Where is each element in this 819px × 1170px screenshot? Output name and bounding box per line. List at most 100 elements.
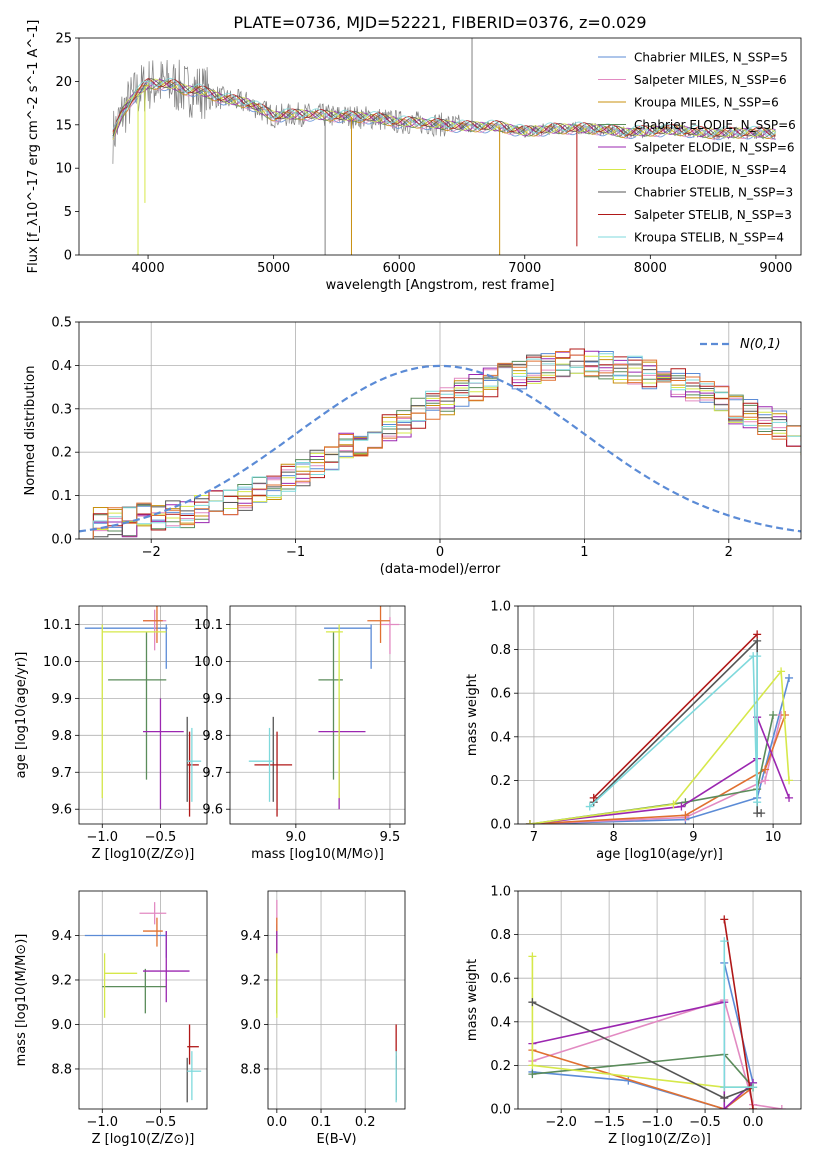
axes-frame (78, 605, 208, 825)
spectrum-model-line (112, 77, 776, 137)
x-tick-label: −1.0 (86, 830, 118, 845)
x-tick-label: −1 (286, 545, 305, 560)
mass-weight-marker (785, 793, 794, 802)
x-axis-label: mass [log10(M/M⊙)] (251, 847, 384, 862)
spectrum-model-line (112, 78, 776, 138)
y-tick-label: 8.8 (51, 1062, 72, 1077)
x-axis-label: Z [log10(Z/Z⊙)] (92, 1132, 195, 1147)
y-axis-label: Normed distribution (23, 366, 38, 496)
x-tick-label: 0.2 (355, 1115, 376, 1130)
panel-residuals: −2 −1 0 1 2 0.0 0.1 0.2 0.3 0.4 0.5 (data-model)/er… (23, 316, 802, 577)
y-tick-label: 0.0 (51, 533, 72, 548)
mass-weight-marker (720, 1094, 729, 1103)
y-tick-label: 0.0 (490, 1103, 511, 1118)
plot-area (248, 606, 400, 817)
y-axis-label: mass weight (465, 674, 480, 756)
legend-label: N(0,1) (740, 337, 781, 352)
y-tick-label: 0.5 (51, 316, 72, 331)
mass-weight-marker (528, 952, 537, 961)
x-tick-label: 1 (580, 545, 588, 560)
y-tick-label: 10.0 (194, 655, 223, 670)
y-tick-label: 10.1 (194, 618, 223, 633)
x-tick-label: 0 (436, 545, 444, 560)
x-tick-label: 0.0 (743, 1115, 764, 1130)
x-tick-label: 9000 (759, 261, 792, 276)
axes-frame (267, 890, 406, 1110)
y-tick-label: 9.8 (202, 729, 223, 744)
x-tick-label: 7000 (508, 261, 541, 276)
mass-weight-marker (528, 1061, 537, 1070)
x-tick-label: 6000 (383, 261, 416, 276)
mass-weight-marker (753, 798, 762, 807)
mass-weight-line (529, 677, 790, 824)
x-tick-label: 2 (725, 545, 733, 560)
y-tick-label: 9.4 (51, 929, 72, 944)
legend-label: Chabrier ELODIE, N_SSP=6 (634, 118, 796, 132)
panel-age-vs-Z: −1.0 −0.5 9.6 9.7 9.8 9.9 10.0 10.1 Z [log10(Z/Z… (14, 605, 208, 862)
y-tick-label: 15 (55, 118, 72, 133)
x-tick-label: −0.5 (145, 1115, 177, 1130)
axes-frame (78, 321, 802, 540)
x-tick-label: −0.5 (689, 1115, 721, 1130)
chart-title: PLATE=0736, MJD=52221, FIBERID=0376, z=0… (233, 13, 646, 32)
y-tick-label: 9.2 (240, 973, 261, 988)
y-tick-label: 0 (64, 249, 72, 264)
mass-weight-marker (761, 765, 770, 774)
y-tick-label: 9.7 (202, 766, 223, 781)
x-tick-label: −0.5 (145, 830, 177, 845)
x-tick-label: −1.0 (641, 1115, 673, 1130)
legend-label: Salpeter ELODIE, N_SSP=6 (634, 141, 795, 155)
y-tick-label: 20 (55, 75, 72, 90)
x-tick-label: 9 (689, 830, 697, 845)
plot-area (276, 899, 397, 1103)
axes-frame (517, 890, 802, 1110)
y-tick-label: 0.2 (490, 774, 511, 789)
mass-weight-marker (720, 1083, 729, 1092)
y-tick-label: 9.8 (51, 729, 72, 744)
mass-weight-line (529, 714, 786, 824)
mass-weight-marker (528, 998, 537, 1007)
x-tick-label: 5000 (257, 261, 290, 276)
x-axis-label: wavelength [Angstrom, rest frame] (326, 278, 555, 293)
x-axis-label: E(B-V) (316, 1132, 356, 1147)
legend-label: Salpeter MILES, N_SSP=6 (634, 73, 787, 87)
x-tick-label: 8 (610, 830, 618, 845)
y-tick-label: 10.0 (43, 655, 72, 670)
axes-frame (229, 605, 406, 825)
mass-weight-line (532, 1053, 754, 1088)
mass-weight-line (723, 919, 754, 1109)
spectrum-model-line (112, 81, 776, 141)
x-axis-label: Z [log10(Z/Z⊙)] (608, 1132, 711, 1147)
y-tick-label: 1.0 (490, 600, 511, 615)
y-tick-label: 5 (64, 205, 72, 220)
mass-weight-marker (785, 776, 794, 785)
mass-weight-line (529, 669, 790, 824)
y-axis-label: Flux [f_λ10^-17 erg cm^-2 s^-1 A^-1] (26, 20, 41, 274)
y-tick-label: 9.6 (202, 803, 223, 818)
x-tick-label: −1.0 (86, 1115, 118, 1130)
y-tick-label: 0.0 (490, 818, 511, 833)
x-tick-label: 7 (530, 830, 538, 845)
plot-area (79, 348, 801, 539)
legend-label: Salpeter STELIB, N_SSP=3 (634, 208, 792, 222)
y-axis-label: age [log10(age/yr)] (14, 652, 29, 779)
y-tick-label: 0.1 (51, 489, 72, 504)
mass-weight-marker (757, 809, 766, 818)
x-tick-label: 10 (765, 830, 782, 845)
mass-weight-marker (669, 800, 678, 809)
x-tick-label: −1.5 (593, 1115, 625, 1130)
y-tick-label: 0.4 (51, 359, 72, 374)
plot-area (112, 38, 777, 255)
mass-weight-marker (528, 1070, 537, 1079)
y-tick-label: 10 (55, 162, 72, 177)
y-axis-label: mass [log10(M/M⊙)] (14, 934, 29, 1067)
x-tick-label: −2.0 (545, 1115, 577, 1130)
plot-area (84, 902, 202, 1103)
mass-weight-marker (753, 630, 762, 639)
plot-area (528, 915, 786, 1109)
mass-weight-marker (749, 1105, 758, 1109)
x-tick-label: 8000 (634, 261, 667, 276)
panel-mass-vs-Z: −1.0 −0.5 8.8 9.0 9.2 9.4 Z [log10(Z/Z⊙)] mass … (14, 890, 208, 1147)
mass-weight-line (593, 633, 758, 799)
